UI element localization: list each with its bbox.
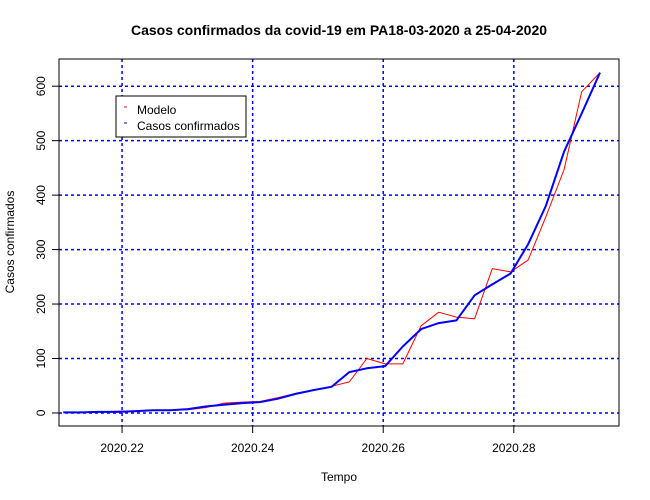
plot-frame (58, 58, 620, 427)
y-tick-label: 100 (34, 348, 48, 368)
x-tick-label: 2020.22 (100, 441, 144, 455)
y-tick-label: 300 (34, 239, 48, 259)
y-tick-label: 200 (34, 294, 48, 314)
legend-label-casos: Casos confirmados (137, 119, 240, 133)
x-tick-label: 2020.26 (362, 441, 406, 455)
legend-box (115, 95, 247, 138)
series-layer (63, 72, 601, 414)
axes: 2020.22 2020.24 2020.26 2020.28 0 100 200 300 40… (34, 76, 536, 455)
legend-label-modelo: Modelo (137, 103, 177, 117)
y-tick-label: 500 (34, 130, 48, 150)
y-tick-label: 600 (34, 76, 48, 96)
x-tick-label: 2020.24 (231, 441, 275, 455)
y-tick-label: 0 (34, 409, 48, 416)
y-tick-label: 400 (34, 185, 48, 205)
chart-title: Casos confirmados da covid-19 em PA18-03… (131, 22, 547, 38)
y-axis-label: Casos confirmados (3, 191, 17, 294)
legend: Modelo Casos confirmados (115, 95, 247, 138)
series-line-casos-confirmados (63, 72, 601, 414)
x-tick-label: 2020.28 (492, 441, 536, 455)
x-axis-label: Tempo (321, 470, 357, 484)
